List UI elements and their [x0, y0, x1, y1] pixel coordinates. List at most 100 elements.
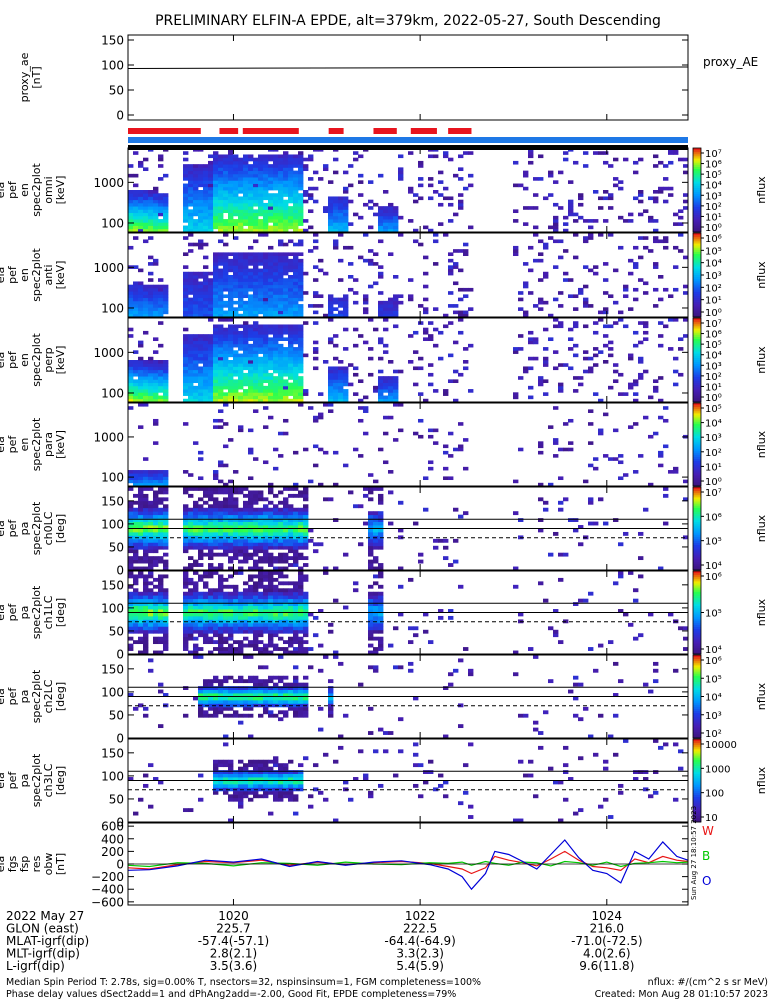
heatmap-cell	[128, 385, 134, 390]
heatmap-cell	[243, 313, 249, 318]
colorbar-segment	[693, 194, 701, 197]
heatmap-cell	[388, 212, 394, 217]
ylabel-word: ela	[0, 436, 7, 453]
heatmap-cell	[288, 281, 294, 286]
colorbar-tick-label: 10⁷	[705, 149, 722, 160]
heatmap-cell	[393, 392, 399, 396]
colorbar-tick-label: 10⁰	[705, 393, 722, 404]
heatmap-cell	[268, 271, 274, 276]
heatmap-cell	[283, 514, 289, 519]
heatmap-cell	[603, 278, 609, 282]
heatmap-cell	[283, 310, 289, 315]
heatmap-cell	[248, 313, 254, 318]
heatmap-cell	[538, 177, 544, 181]
heatmap-cell	[288, 598, 294, 603]
heatmap-cell	[208, 566, 214, 571]
heatmap-cell	[128, 369, 134, 374]
heatmap-cell	[243, 353, 249, 358]
heatmap-cell	[238, 275, 244, 279]
heatmap-cell	[308, 647, 314, 651]
heatmap-cell	[163, 196, 169, 201]
heatmap-cell	[613, 363, 619, 367]
heatmap-cell	[208, 602, 214, 606]
heatmap-cell	[293, 598, 299, 603]
heatmap-cell	[198, 511, 204, 516]
heatmap-cell	[293, 615, 299, 620]
heatmap-cell	[283, 629, 289, 634]
heatmap-cell	[618, 318, 624, 322]
heatmap-cell	[608, 385, 614, 390]
heatmap-cell	[398, 500, 404, 505]
heatmap-cell	[323, 497, 329, 502]
heatmap-cell	[453, 173, 459, 178]
heatmap-cell	[188, 291, 194, 295]
heatmap-cell	[538, 450, 544, 455]
heatmap-cell	[653, 199, 659, 204]
heatmap-cell	[228, 212, 234, 217]
colorbar-segment	[693, 312, 701, 316]
heatmap-cell	[263, 372, 269, 377]
heatmap-cell	[598, 233, 604, 237]
heatmap-cell	[288, 300, 294, 305]
heatmap-cell	[293, 300, 299, 305]
heatmap-cell	[573, 376, 579, 380]
heatmap-cell	[463, 466, 469, 471]
heatmap-cell	[348, 164, 354, 168]
heatmap-cell	[163, 490, 169, 495]
heatmap-cell	[378, 636, 384, 641]
heatmap-cell	[128, 372, 134, 377]
heatmap-cell	[138, 518, 144, 522]
heatmap-cell	[518, 376, 524, 380]
heatmap-cell	[323, 571, 329, 575]
heatmap-cell	[218, 330, 224, 335]
heatmap-cell	[243, 493, 249, 498]
heatmap-cell	[188, 307, 194, 311]
heatmap-cell	[203, 343, 209, 348]
heatmap-cell	[248, 347, 254, 351]
heatmap-cell	[163, 693, 169, 697]
heatmap-cell	[223, 363, 229, 367]
colorbar-segment	[693, 389, 701, 392]
colorbar-segment	[693, 258, 701, 261]
heatmap-cell	[258, 340, 264, 345]
heatmap-cell	[313, 291, 319, 295]
heatmap-cell	[303, 591, 309, 596]
heatmap-cell	[398, 403, 404, 407]
heatmap-cell	[278, 507, 284, 512]
heatmap-cell	[238, 566, 244, 571]
heatmap-cell	[218, 376, 224, 380]
heatmap-cell	[393, 379, 399, 384]
heatmap-cell	[303, 640, 309, 645]
heatmap-cell	[663, 406, 669, 410]
heatmap-cell	[198, 190, 204, 194]
heatmap-cell	[223, 275, 229, 279]
heatmap-cell	[623, 473, 629, 477]
heatmap-cell	[588, 233, 594, 237]
heatmap-cell	[598, 318, 604, 322]
heatmap-cell	[203, 376, 209, 380]
heatmap-cell	[128, 173, 134, 178]
heatmap-cell	[253, 647, 259, 651]
heatmap-cell	[158, 609, 164, 613]
heatmap-cell	[288, 622, 294, 627]
heatmap-cell	[208, 636, 214, 641]
heatmap-cell	[368, 605, 374, 610]
heatmap-cell	[388, 389, 394, 393]
heatmap-cell	[148, 310, 154, 315]
heatmap-cell	[278, 538, 284, 543]
heatmap-cell	[143, 584, 149, 589]
heatmap-cell	[383, 209, 389, 214]
heatmap-cell	[193, 636, 199, 641]
heatmap-cell	[213, 366, 219, 371]
heatmap-cell	[193, 647, 199, 651]
heatmap-cell	[378, 584, 384, 589]
heatmap-cell	[378, 389, 384, 393]
heatmap-cell	[253, 225, 259, 230]
heatmap-cell	[313, 615, 319, 620]
heatmap-cell	[163, 470, 169, 474]
ylabel-word: spec2plot	[30, 585, 43, 639]
colorbar-segment	[693, 275, 701, 278]
heatmap-cell	[188, 212, 194, 217]
heatmap-cell	[278, 239, 284, 244]
heatmap-cell	[188, 591, 194, 596]
